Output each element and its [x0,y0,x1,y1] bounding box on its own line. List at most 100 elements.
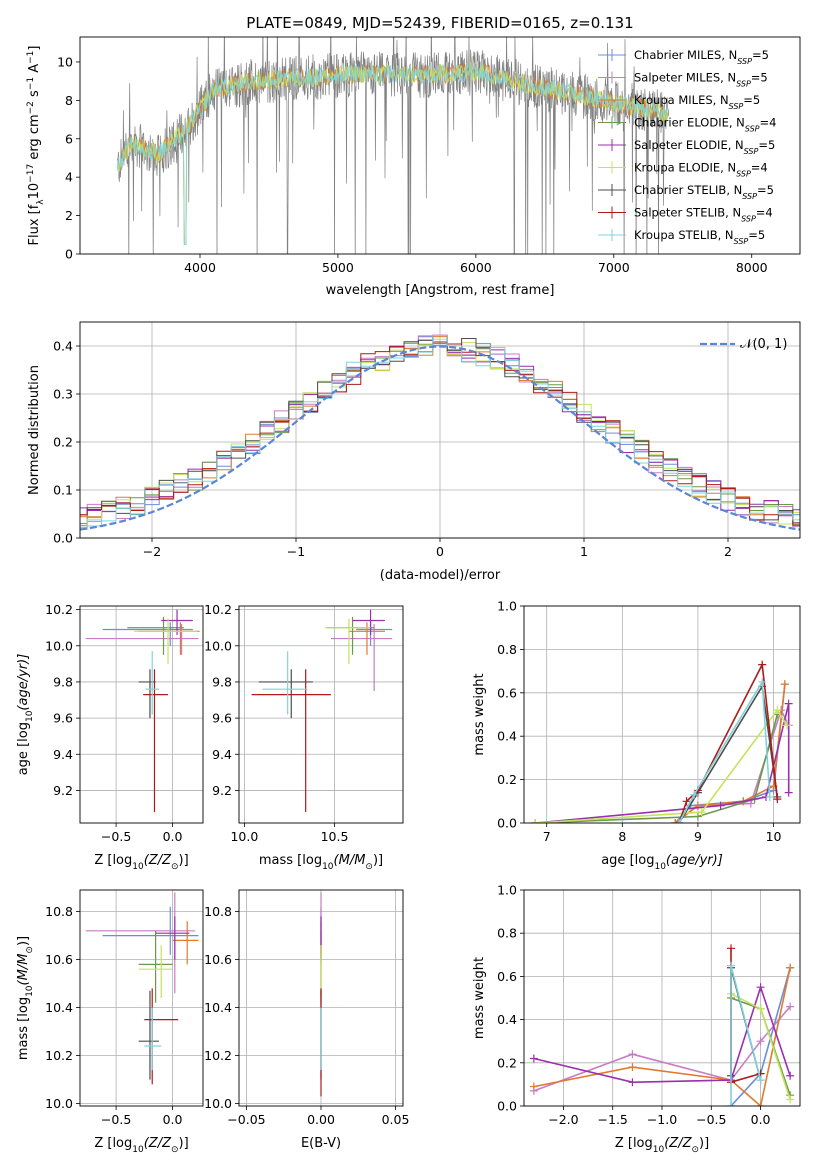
x-tick-label: −0.5 [101,1112,131,1127]
legend-entry: Salpeter MILES, NSSP=5 [634,71,768,89]
series-marker [628,1078,637,1087]
label-part: −1 [26,77,36,90]
plot-area [529,944,795,1106]
legend-entry: Kroupa STELIB, NSSP=5 [634,228,765,246]
series-marker [727,1102,735,1106]
legend-subscript: SSP [745,124,760,133]
label-part: 10 [132,862,144,872]
y-axis-label: Normed distribution [27,365,42,495]
series-marker [716,801,725,810]
histogram-step [80,342,800,526]
label-part: ] [27,46,42,51]
error-bar-point [144,1007,162,1070]
x-axis-label: mass [log10(M/M⊙)] [259,853,383,872]
x-tick-label: −1 [287,544,305,559]
spectrum-data-line [116,37,670,254]
y-tick-label: 1.0 [497,883,517,898]
x-tick-label: 10.5 [321,829,349,844]
x-tick-label: 6000 [460,260,492,275]
error-bar-point [127,616,184,655]
axes-frame [238,605,404,824]
series-line [678,683,779,823]
y-tick-label: 4 [65,170,73,185]
legend-subscript: SSP [741,214,756,223]
series-marker [758,660,767,669]
legend-label: Chabrier MILES, N [634,48,737,62]
y-tick-label: 0.0 [497,816,517,831]
y-tick-label: 10.4 [45,1000,73,1015]
x-axis-label: age [log10(age/yr)] [601,853,723,872]
label-part: log [112,1136,132,1151]
x-tick-label: −0.5 [101,829,131,844]
series-marker [682,797,691,806]
panel-age-vs-Z: −0.5 0.09.29.49.69.810.010.2Z [log10(Z/Z⊙… [16,602,204,872]
spectrum-model-line [116,61,669,245]
error-bar-point [85,892,196,994]
x-tick-label: 7000 [598,260,630,275]
x-tick-label: −0.5 [696,1112,726,1127]
y-tick-label: 0.0 [53,531,73,546]
spectrum-legend: Chabrier MILES, N SSP =5 Salpeter MILES, NS… [598,48,776,246]
label-part: 10 [132,1145,144,1155]
panel-spectrum: 4000 5000 6000 7000 8000 0 2 4 6 8 10 Chabrier MILE… [26,36,801,298]
legend-entry: Salpeter ELODIE, NSSP=5 [634,138,775,156]
y-tick-label: 0.2 [497,772,517,787]
y-tick-label: 10.2 [204,1048,232,1063]
series-marker [628,1063,637,1072]
error-bar-point [138,945,173,998]
series-marker [758,677,767,686]
label-part: age [ [601,853,634,868]
error-bar-point [138,930,173,1003]
series-marker [756,1037,765,1046]
x-tick-label: 1 [580,544,588,559]
spectrum-model-line [116,62,669,245]
y-tick-label: 10.8 [45,904,73,919]
x-tick-label: 9 [694,829,702,844]
legend-entry: Salpeter STELIB, NSSP=4 [634,206,773,224]
y-tick-label: 9.6 [212,711,232,726]
error-bar-point [161,609,193,635]
legend-subscript: SSP [742,192,757,201]
axes-frame [238,889,404,1107]
axes-frame [523,605,801,824]
label-part: 10 [322,862,334,872]
x-tick-label: −1.0 [647,1112,677,1127]
y-tick-label: 9.2 [212,783,232,798]
label-part: (age/yr)] [16,654,31,711]
label-part: 10 [25,985,35,997]
x-tick-label: 7 [543,829,551,844]
label-part: erg cm [27,114,42,163]
y-axis-label: mass weight [472,673,487,755]
x-tick-label: 5000 [322,260,354,275]
series-marker [697,808,706,817]
axes-frame [523,889,801,1107]
series-marker [756,1076,765,1085]
legend-entry: Chabrier ELODIE, NSSP=4 [634,116,776,134]
label-part: Flux [f [27,204,42,245]
series-marker [765,792,774,801]
y-tick-label: 0.3 [53,387,73,402]
label-part: Z [ [94,853,112,868]
series-line [678,679,771,823]
legend-subscript: SSP [736,79,751,88]
legend-nssp: =5 [752,48,769,62]
y-tick-label: 10.2 [204,602,232,617]
y-axis-label: mass weight [472,957,487,1039]
series-marker [690,790,699,799]
series-marker [786,963,795,972]
label-part: s [27,90,42,101]
x-tick-label: 0.0 [751,1112,771,1127]
y-tick-label: 9.4 [53,747,73,762]
label-part: (M/M [334,853,366,868]
label-part: log [16,722,31,742]
panel-mass-vs-Z: −0.5 0.010.010.210.410.610.8Z [log10(Z/Z⊙… [16,889,204,1155]
gaussian-line [80,345,800,531]
legend-nssp: =5 [758,138,775,152]
label-part: log [16,997,31,1017]
error-bar-point [85,624,199,655]
series-marker [780,680,789,689]
series-marker [693,812,702,821]
plot-area [251,609,393,813]
label-part: E(B-V) [301,1136,341,1151]
